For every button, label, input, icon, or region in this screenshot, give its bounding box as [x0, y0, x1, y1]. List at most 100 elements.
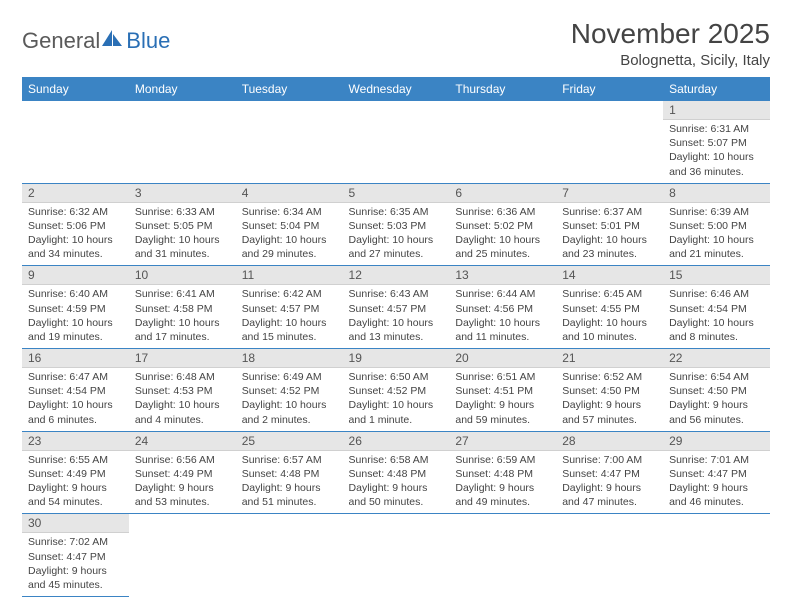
- calendar-day-cell: 26Sunrise: 6:58 AMSunset: 4:48 PMDayligh…: [343, 431, 450, 514]
- sunrise-text: Sunrise: 6:49 AM: [242, 370, 337, 384]
- day-details: Sunrise: 7:00 AMSunset: 4:47 PMDaylight:…: [556, 451, 663, 514]
- day-details: Sunrise: 6:54 AMSunset: 4:50 PMDaylight:…: [663, 368, 770, 431]
- sunrise-text: Sunrise: 6:46 AM: [669, 287, 764, 301]
- daylight-text: Daylight: 9 hours and 54 minutes.: [28, 481, 123, 509]
- daylight-text: Daylight: 10 hours and 11 minutes.: [455, 316, 550, 344]
- day-number: 30: [22, 514, 129, 533]
- day-details: Sunrise: 6:46 AMSunset: 4:54 PMDaylight:…: [663, 285, 770, 348]
- day-number: 15: [663, 266, 770, 285]
- calendar-day-cell: [129, 514, 236, 597]
- daylight-text: Daylight: 10 hours and 2 minutes.: [242, 398, 337, 426]
- sunrise-text: Sunrise: 6:59 AM: [455, 453, 550, 467]
- calendar-day-cell: 2Sunrise: 6:32 AMSunset: 5:06 PMDaylight…: [22, 183, 129, 266]
- day-number: 26: [343, 432, 450, 451]
- day-details: Sunrise: 7:02 AMSunset: 4:47 PMDaylight:…: [22, 533, 129, 596]
- daylight-text: Daylight: 10 hours and 36 minutes.: [669, 150, 764, 178]
- day-details: Sunrise: 6:47 AMSunset: 4:54 PMDaylight:…: [22, 368, 129, 431]
- weekday-header: Friday: [556, 77, 663, 101]
- day-number: 6: [449, 184, 556, 203]
- day-number: 24: [129, 432, 236, 451]
- weekday-header: Monday: [129, 77, 236, 101]
- daylight-text: Daylight: 10 hours and 4 minutes.: [135, 398, 230, 426]
- calendar-body: 1Sunrise: 6:31 AMSunset: 5:07 PMDaylight…: [22, 101, 770, 597]
- day-details: Sunrise: 6:52 AMSunset: 4:50 PMDaylight:…: [556, 368, 663, 431]
- day-details: Sunrise: 6:59 AMSunset: 4:48 PMDaylight:…: [449, 451, 556, 514]
- calendar-day-cell: 22Sunrise: 6:54 AMSunset: 4:50 PMDayligh…: [663, 349, 770, 432]
- sunrise-text: Sunrise: 7:00 AM: [562, 453, 657, 467]
- day-details: Sunrise: 6:50 AMSunset: 4:52 PMDaylight:…: [343, 368, 450, 431]
- calendar-day-cell: 20Sunrise: 6:51 AMSunset: 4:51 PMDayligh…: [449, 349, 556, 432]
- sunrise-text: Sunrise: 6:47 AM: [28, 370, 123, 384]
- sunset-text: Sunset: 5:05 PM: [135, 219, 230, 233]
- day-details: Sunrise: 6:43 AMSunset: 4:57 PMDaylight:…: [343, 285, 450, 348]
- day-number: 14: [556, 266, 663, 285]
- sunset-text: Sunset: 4:49 PM: [28, 467, 123, 481]
- sunrise-text: Sunrise: 6:35 AM: [349, 205, 444, 219]
- sunset-text: Sunset: 4:50 PM: [562, 384, 657, 398]
- sunrise-text: Sunrise: 6:33 AM: [135, 205, 230, 219]
- sunset-text: Sunset: 4:55 PM: [562, 302, 657, 316]
- day-number: 2: [22, 184, 129, 203]
- sunrise-text: Sunrise: 6:40 AM: [28, 287, 123, 301]
- sunrise-text: Sunrise: 6:48 AM: [135, 370, 230, 384]
- day-number: 12: [343, 266, 450, 285]
- calendar-day-cell: [556, 101, 663, 183]
- calendar-week-row: 1Sunrise: 6:31 AMSunset: 5:07 PMDaylight…: [22, 101, 770, 183]
- daylight-text: Daylight: 10 hours and 8 minutes.: [669, 316, 764, 344]
- calendar-day-cell: 3Sunrise: 6:33 AMSunset: 5:05 PMDaylight…: [129, 183, 236, 266]
- logo-text-blue: Blue: [126, 28, 170, 54]
- calendar-week-row: 2Sunrise: 6:32 AMSunset: 5:06 PMDaylight…: [22, 183, 770, 266]
- sunset-text: Sunset: 4:59 PM: [28, 302, 123, 316]
- calendar-day-cell: 27Sunrise: 6:59 AMSunset: 4:48 PMDayligh…: [449, 431, 556, 514]
- weekday-header: Wednesday: [343, 77, 450, 101]
- header: General Blue November 2025 Bolognetta, S…: [22, 18, 770, 69]
- sunset-text: Sunset: 4:47 PM: [28, 550, 123, 564]
- day-number: 9: [22, 266, 129, 285]
- location: Bolognetta, Sicily, Italy: [571, 52, 770, 69]
- sunset-text: Sunset: 4:56 PM: [455, 302, 550, 316]
- day-details: Sunrise: 6:41 AMSunset: 4:58 PMDaylight:…: [129, 285, 236, 348]
- weekday-header: Sunday: [22, 77, 129, 101]
- weekday-header: Thursday: [449, 77, 556, 101]
- daylight-text: Daylight: 10 hours and 23 minutes.: [562, 233, 657, 261]
- calendar-day-cell: 18Sunrise: 6:49 AMSunset: 4:52 PMDayligh…: [236, 349, 343, 432]
- logo-text-general: General: [22, 28, 100, 54]
- sunrise-text: Sunrise: 6:50 AM: [349, 370, 444, 384]
- calendar-day-cell: 23Sunrise: 6:55 AMSunset: 4:49 PMDayligh…: [22, 431, 129, 514]
- daylight-text: Daylight: 9 hours and 56 minutes.: [669, 398, 764, 426]
- sunset-text: Sunset: 4:52 PM: [349, 384, 444, 398]
- calendar-day-cell: 1Sunrise: 6:31 AMSunset: 5:07 PMDaylight…: [663, 101, 770, 183]
- sunrise-text: Sunrise: 6:54 AM: [669, 370, 764, 384]
- daylight-text: Daylight: 9 hours and 49 minutes.: [455, 481, 550, 509]
- day-details: Sunrise: 6:36 AMSunset: 5:02 PMDaylight:…: [449, 203, 556, 266]
- calendar-week-row: 23Sunrise: 6:55 AMSunset: 4:49 PMDayligh…: [22, 431, 770, 514]
- calendar-day-cell: [663, 514, 770, 597]
- logo: General Blue: [22, 28, 170, 54]
- daylight-text: Daylight: 10 hours and 21 minutes.: [669, 233, 764, 261]
- day-number: 20: [449, 349, 556, 368]
- daylight-text: Daylight: 10 hours and 15 minutes.: [242, 316, 337, 344]
- day-number: 29: [663, 432, 770, 451]
- sunrise-text: Sunrise: 7:02 AM: [28, 535, 123, 549]
- sunset-text: Sunset: 5:06 PM: [28, 219, 123, 233]
- sunrise-text: Sunrise: 6:41 AM: [135, 287, 230, 301]
- day-number: 5: [343, 184, 450, 203]
- sunset-text: Sunset: 4:52 PM: [242, 384, 337, 398]
- sunset-text: Sunset: 5:04 PM: [242, 219, 337, 233]
- day-number: 4: [236, 184, 343, 203]
- daylight-text: Daylight: 10 hours and 19 minutes.: [28, 316, 123, 344]
- sunrise-text: Sunrise: 6:56 AM: [135, 453, 230, 467]
- weekday-header: Tuesday: [236, 77, 343, 101]
- day-details: Sunrise: 6:42 AMSunset: 4:57 PMDaylight:…: [236, 285, 343, 348]
- sunrise-text: Sunrise: 6:31 AM: [669, 122, 764, 136]
- calendar-day-cell: [449, 514, 556, 597]
- calendar-day-cell: 7Sunrise: 6:37 AMSunset: 5:01 PMDaylight…: [556, 183, 663, 266]
- day-details: Sunrise: 6:58 AMSunset: 4:48 PMDaylight:…: [343, 451, 450, 514]
- sunset-text: Sunset: 4:48 PM: [349, 467, 444, 481]
- daylight-text: Daylight: 9 hours and 51 minutes.: [242, 481, 337, 509]
- calendar-day-cell: [449, 101, 556, 183]
- daylight-text: Daylight: 10 hours and 10 minutes.: [562, 316, 657, 344]
- sunrise-text: Sunrise: 6:42 AM: [242, 287, 337, 301]
- day-details: Sunrise: 6:35 AMSunset: 5:03 PMDaylight:…: [343, 203, 450, 266]
- day-details: Sunrise: 6:45 AMSunset: 4:55 PMDaylight:…: [556, 285, 663, 348]
